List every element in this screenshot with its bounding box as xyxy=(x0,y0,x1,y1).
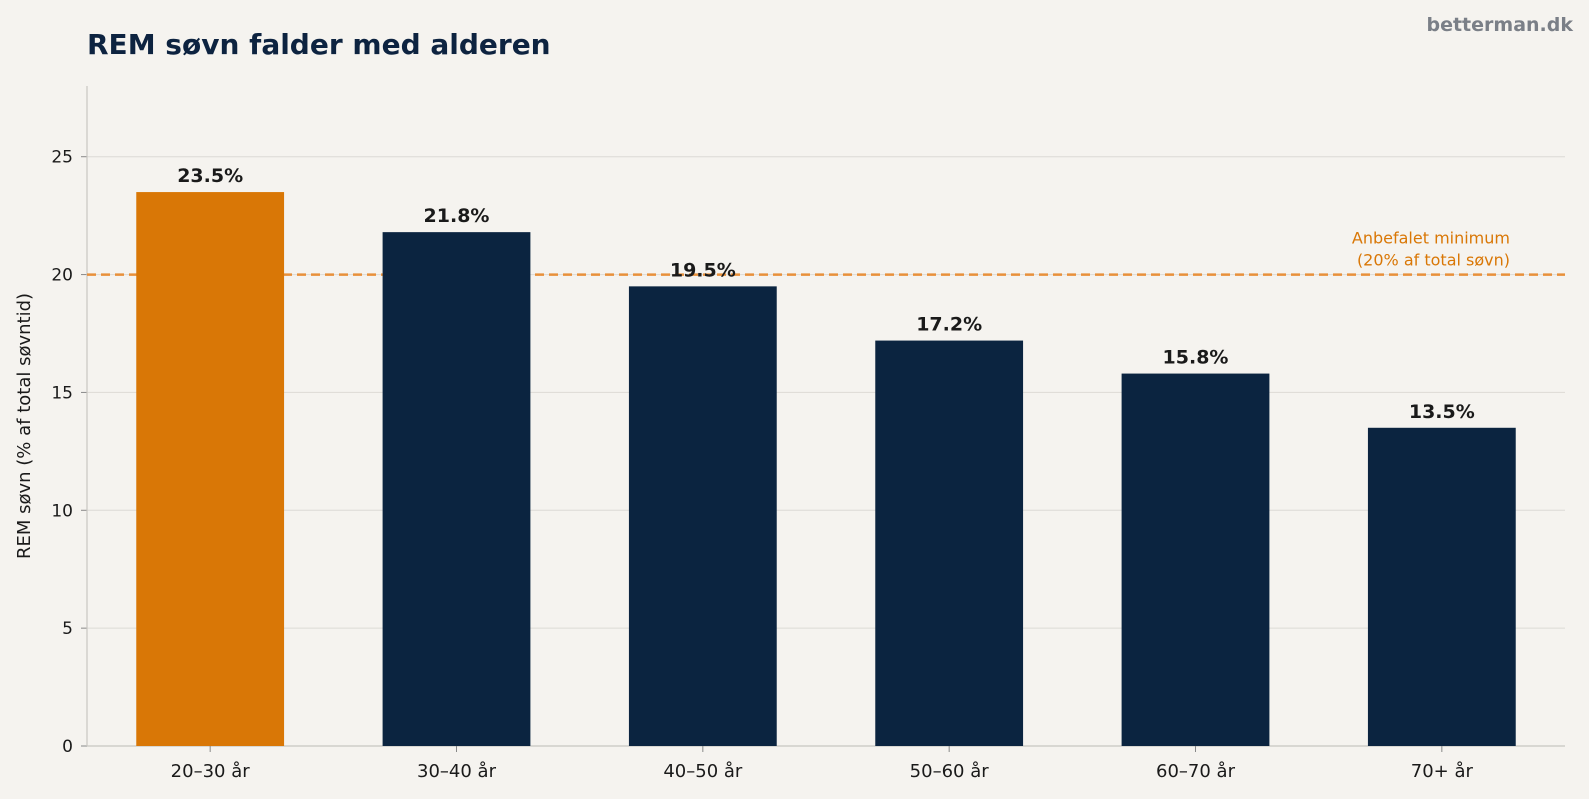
x-tick-label: 20–30 år xyxy=(171,761,251,782)
data-label: 23.5% xyxy=(177,165,243,187)
bar xyxy=(875,340,1024,746)
reference-label-line1: Anbefalet minimum xyxy=(1352,229,1510,248)
x-tick-label: 60–70 år xyxy=(1156,761,1236,782)
y-tick-label: 15 xyxy=(51,383,73,403)
bar xyxy=(1367,427,1516,746)
x-tick-label: 40–50 år xyxy=(663,761,743,782)
bar xyxy=(136,192,285,747)
data-label: 19.5% xyxy=(670,259,736,281)
gridlines xyxy=(87,156,1565,629)
value-labels: 23.5% 21.8% 19.5% 17.2% 15.8% 13.5% xyxy=(177,165,1475,423)
y-tick-label: 20 xyxy=(51,266,73,286)
x-tick-label: 50–60 år xyxy=(910,761,990,782)
axes: 0 5 10 15 20 25 20–30 år 30–40 år 40–50 år 50–60 … xyxy=(51,86,1565,782)
bar xyxy=(628,286,777,746)
y-axis-label-group: REM søvn (% af total søvntid) xyxy=(14,293,35,559)
x-tick-label: 30–40 år xyxy=(417,761,497,782)
data-label: 13.5% xyxy=(1409,401,1475,423)
reference-line-group: Anbefalet minimum (20% af total søvn) xyxy=(87,229,1565,276)
y-tick-label: 10 xyxy=(51,501,73,521)
x-tick-label: 70+ år xyxy=(1411,761,1474,782)
y-axis-label: REM søvn (% af total søvntid) xyxy=(14,293,35,559)
y-tick-label: 25 xyxy=(51,148,73,168)
data-label: 21.8% xyxy=(424,205,490,227)
data-label: 15.8% xyxy=(1163,347,1229,369)
chart-title: REM søvn falder med alderen xyxy=(87,28,551,61)
y-tick-label: 0 xyxy=(62,737,73,757)
brand-label: betterman.dk xyxy=(1426,14,1573,36)
y-tick-label: 5 xyxy=(62,619,73,639)
bars xyxy=(136,192,1516,747)
data-label: 17.2% xyxy=(916,314,982,336)
bar xyxy=(1121,373,1270,746)
reference-label-line2: (20% af total søvn) xyxy=(1357,251,1510,270)
bar xyxy=(382,232,531,747)
